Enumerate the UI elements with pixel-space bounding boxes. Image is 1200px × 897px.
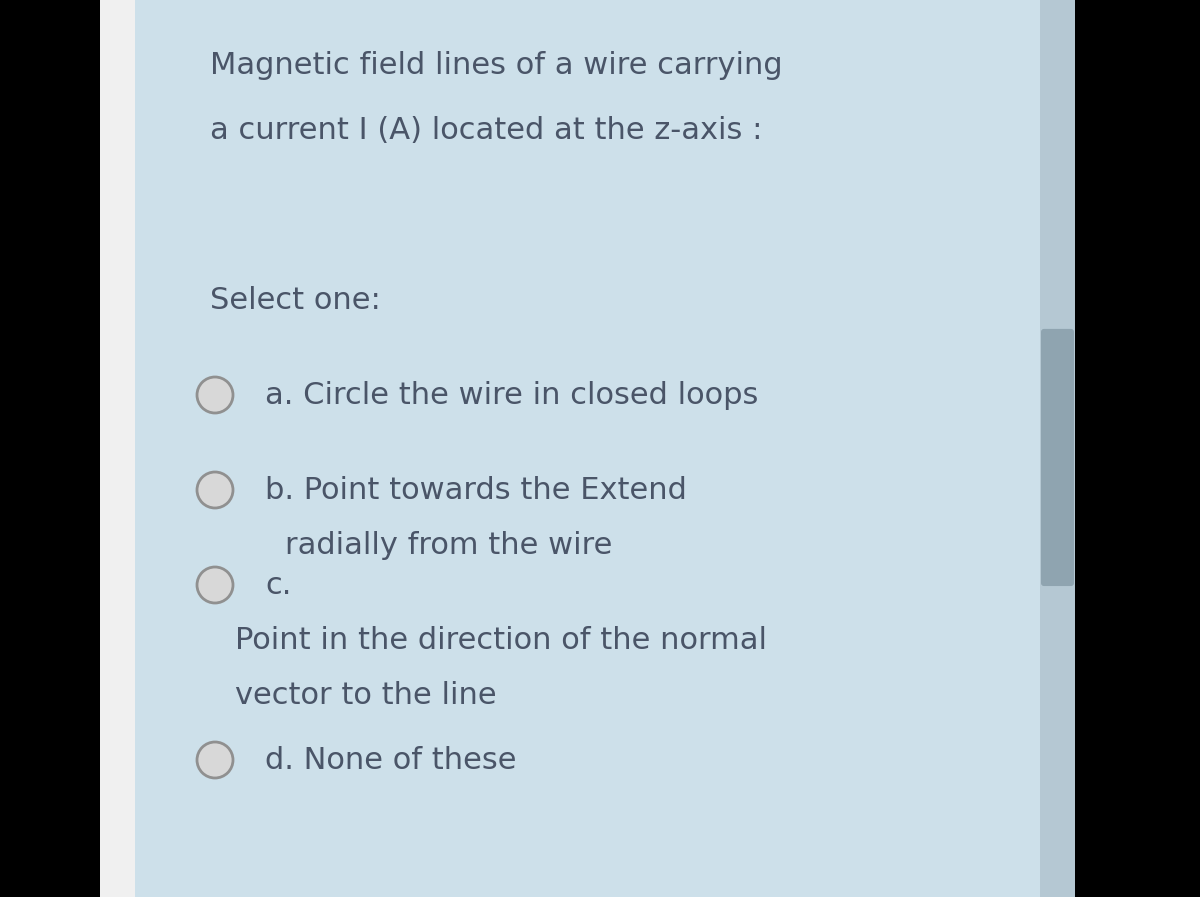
Circle shape — [197, 742, 233, 778]
FancyBboxPatch shape — [134, 0, 1075, 897]
Text: Point in the direction of the normal: Point in the direction of the normal — [235, 625, 767, 655]
Text: radially from the wire: radially from the wire — [286, 530, 612, 560]
Text: d. None of these: d. None of these — [265, 745, 516, 774]
Circle shape — [197, 567, 233, 603]
Text: vector to the line: vector to the line — [235, 681, 497, 710]
Text: a. Circle the wire in closed loops: a. Circle the wire in closed loops — [265, 380, 758, 410]
Text: b. Point towards the Extend: b. Point towards the Extend — [265, 475, 686, 504]
Circle shape — [197, 472, 233, 508]
FancyBboxPatch shape — [100, 0, 134, 897]
Circle shape — [197, 377, 233, 413]
Text: Select one:: Select one: — [210, 285, 380, 315]
FancyBboxPatch shape — [1042, 329, 1074, 586]
Text: c.: c. — [265, 570, 292, 599]
Text: Magnetic field lines of a wire carrying: Magnetic field lines of a wire carrying — [210, 50, 782, 80]
FancyBboxPatch shape — [1040, 0, 1075, 897]
Text: a current I (A) located at the z-axis :: a current I (A) located at the z-axis : — [210, 116, 762, 144]
